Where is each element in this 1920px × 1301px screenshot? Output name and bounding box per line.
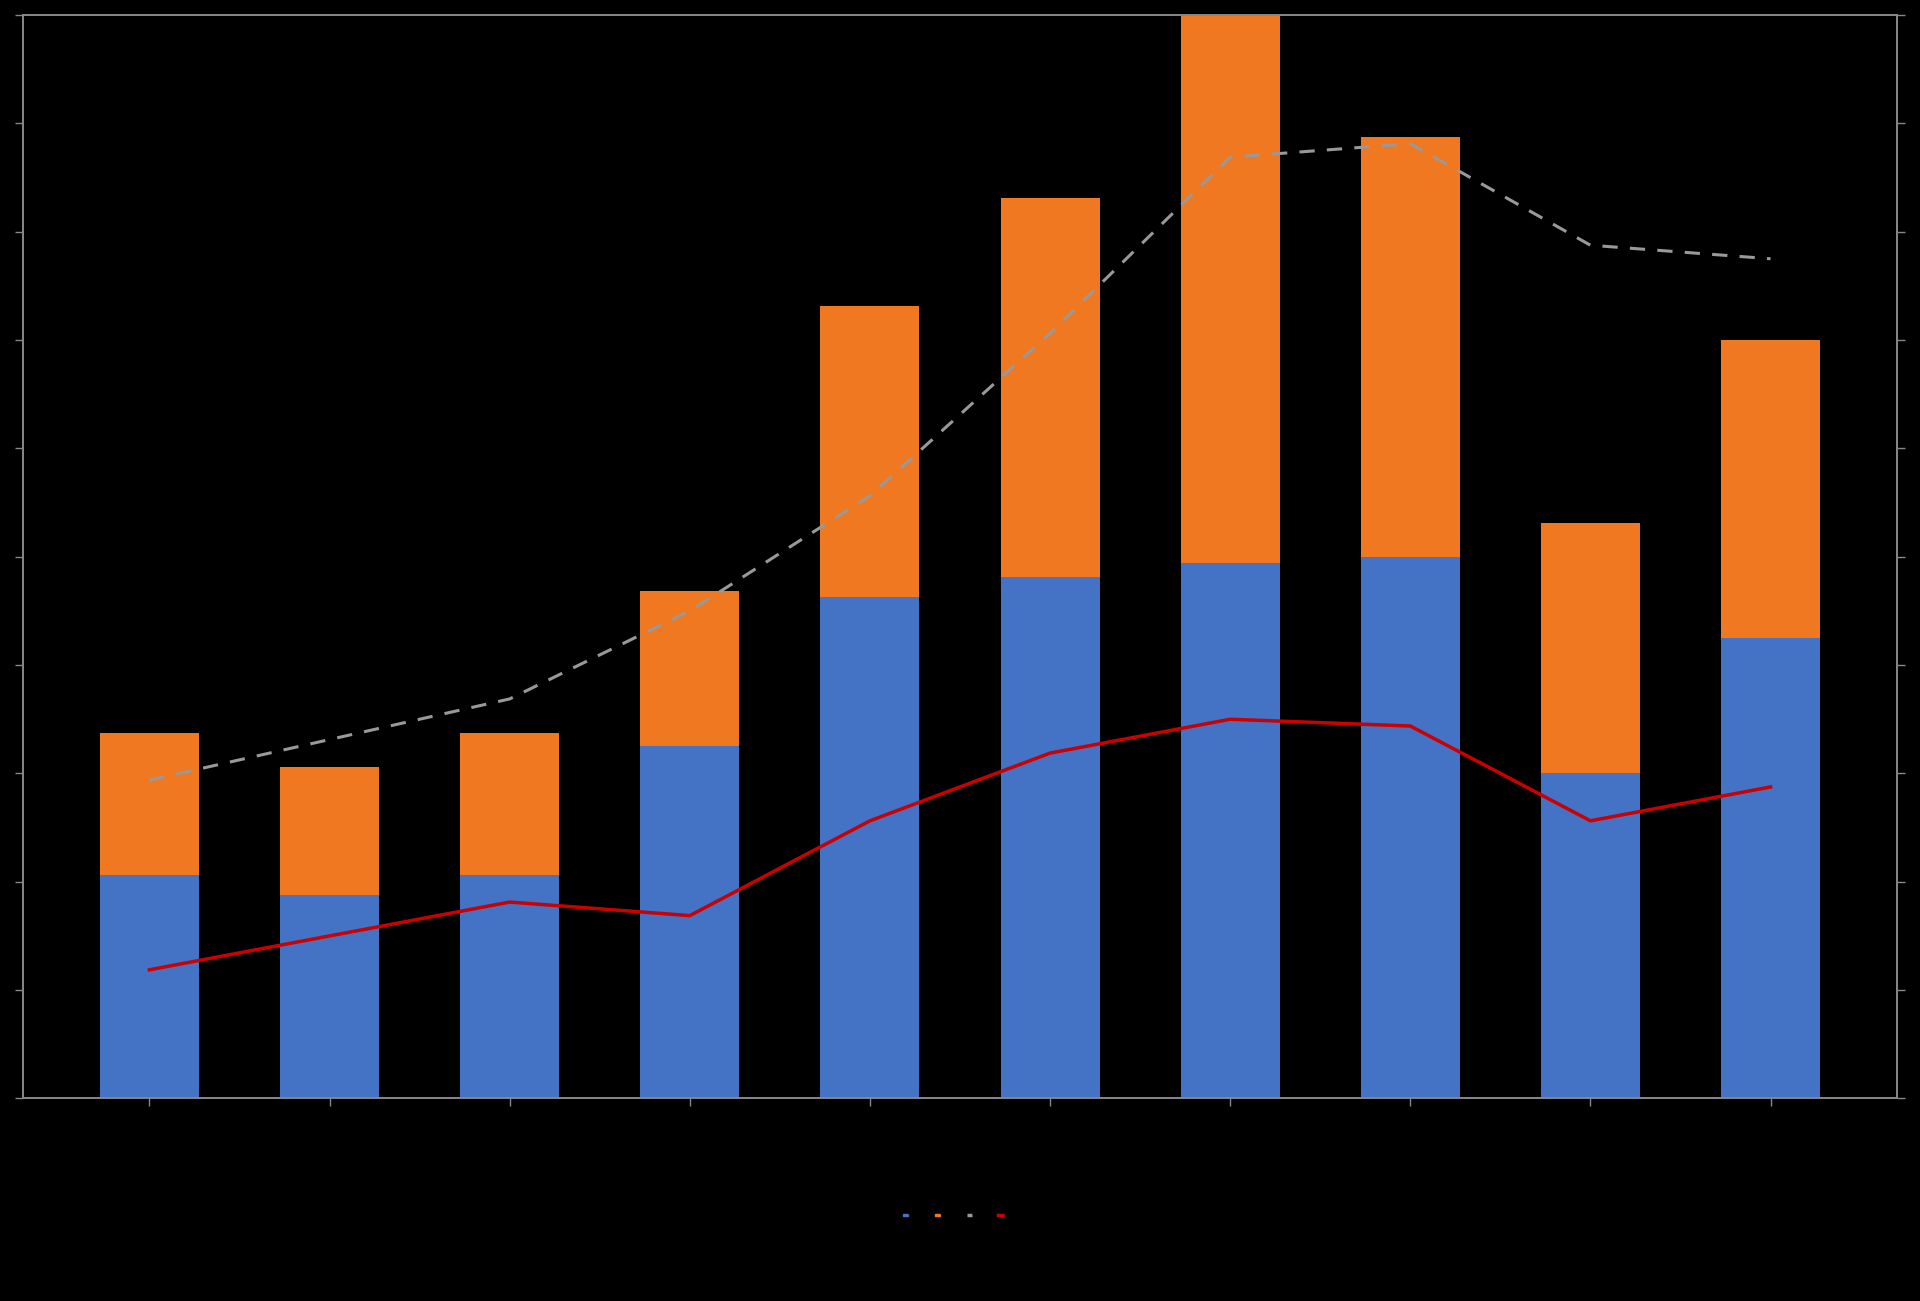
Bar — [1361, 557, 1459, 1098]
Bar — [1181, 563, 1281, 1098]
Bar — [1720, 637, 1820, 1098]
Bar — [1181, 0, 1281, 563]
Bar — [461, 732, 559, 876]
Bar — [1000, 578, 1100, 1098]
Bar — [461, 876, 559, 1098]
Bar — [639, 747, 739, 1098]
Legend: Buy-side Volume ($bn), Sell-side Volume ($bn), Buy-side Deal Count, Sell-side De: Buy-side Volume ($bn), Sell-side Volume … — [902, 1214, 1018, 1216]
Bar — [280, 895, 378, 1098]
Bar — [1542, 523, 1640, 773]
Bar — [1000, 198, 1100, 578]
Bar — [820, 597, 920, 1098]
Bar — [1361, 137, 1459, 557]
Bar — [1720, 340, 1820, 637]
Bar — [1542, 773, 1640, 1098]
Bar — [639, 591, 739, 747]
Bar — [820, 306, 920, 597]
Bar — [280, 766, 378, 895]
Bar — [100, 732, 200, 876]
Bar — [100, 876, 200, 1098]
